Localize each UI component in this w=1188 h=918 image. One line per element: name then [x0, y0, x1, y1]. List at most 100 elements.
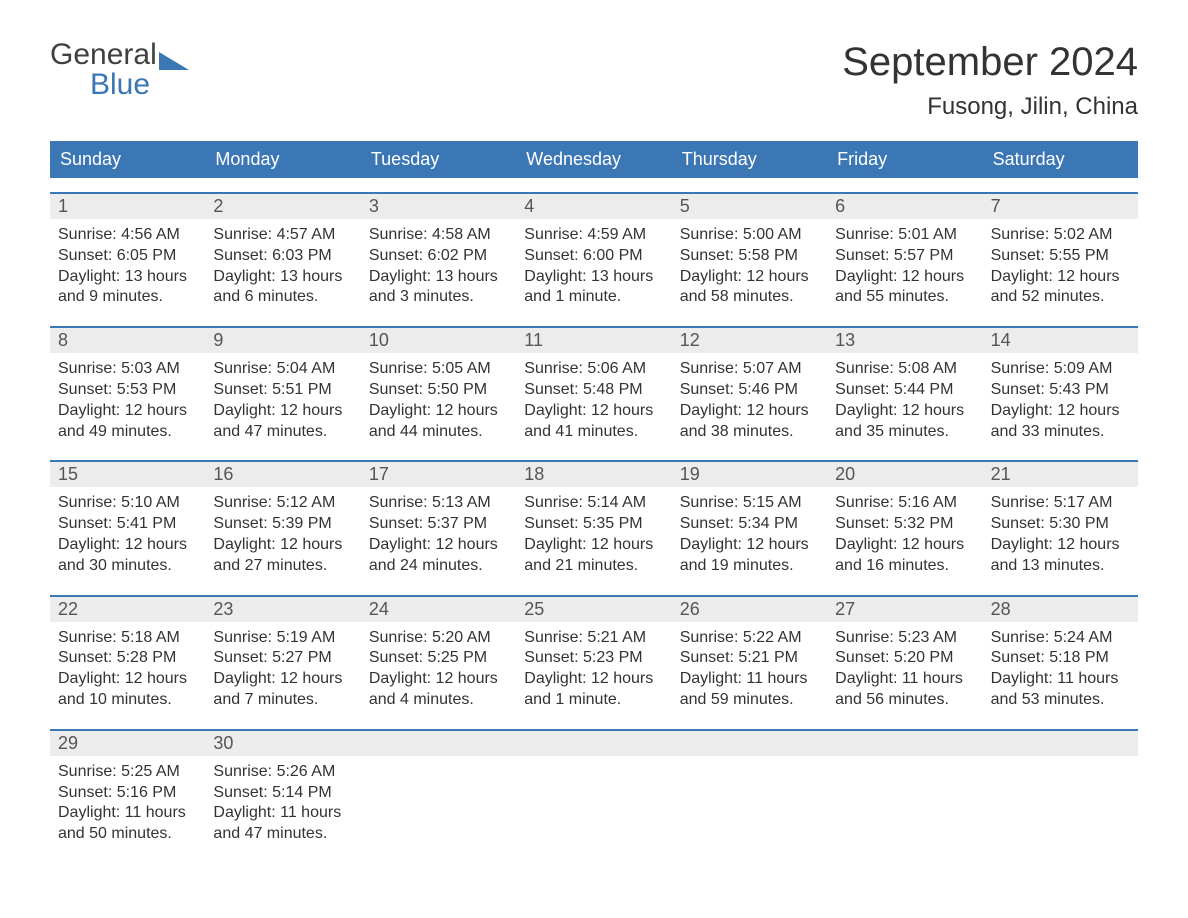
day-daylight2: and 9 minutes. — [58, 287, 197, 308]
day-number: . — [827, 729, 982, 756]
day-cell: 26Sunrise: 5:22 AMSunset: 5:21 PMDayligh… — [672, 595, 827, 715]
day-cell: 2Sunrise: 4:57 AMSunset: 6:03 PMDaylight… — [205, 192, 360, 312]
day-cell: 25Sunrise: 5:21 AMSunset: 5:23 PMDayligh… — [516, 595, 671, 715]
day-sunrise: Sunrise: 5:14 AM — [524, 493, 663, 514]
day-daylight1: Daylight: 13 hours — [213, 267, 352, 288]
day-content: Sunrise: 5:24 AMSunset: 5:18 PMDaylight:… — [983, 622, 1138, 715]
day-sunrise: Sunrise: 5:03 AM — [58, 359, 197, 380]
day-cell: 19Sunrise: 5:15 AMSunset: 5:34 PMDayligh… — [672, 460, 827, 580]
day-cell: 10Sunrise: 5:05 AMSunset: 5:50 PMDayligh… — [361, 326, 516, 446]
day-sunrise: Sunrise: 5:25 AM — [58, 762, 197, 783]
day-number: . — [516, 729, 671, 756]
day-content: Sunrise: 4:56 AMSunset: 6:05 PMDaylight:… — [50, 219, 205, 312]
day-daylight1: Daylight: 12 hours — [835, 401, 974, 422]
day-sunset: Sunset: 5:27 PM — [213, 648, 352, 669]
day-sunrise: Sunrise: 5:06 AM — [524, 359, 663, 380]
day-content: Sunrise: 5:25 AMSunset: 5:16 PMDaylight:… — [50, 756, 205, 849]
day-sunset: Sunset: 6:05 PM — [58, 246, 197, 267]
day-sunset: Sunset: 5:58 PM — [680, 246, 819, 267]
day-sunset: Sunset: 5:39 PM — [213, 514, 352, 535]
day-daylight2: and 47 minutes. — [213, 422, 352, 443]
day-daylight1: Daylight: 12 hours — [991, 535, 1130, 556]
day-number: 18 — [516, 460, 671, 487]
weekday-header-row: SundayMondayTuesdayWednesdayThursdayFrid… — [50, 141, 1138, 178]
day-number: 6 — [827, 192, 982, 219]
day-cell: 27Sunrise: 5:23 AMSunset: 5:20 PMDayligh… — [827, 595, 982, 715]
day-daylight2: and 10 minutes. — [58, 690, 197, 711]
day-content — [672, 756, 827, 766]
weekday-header-sunday: Sunday — [50, 141, 205, 178]
day-cell: 5 Sunrise: 5:00 AMSunset: 5:58 PMDaylight… — [672, 192, 827, 312]
day-content — [983, 756, 1138, 766]
day-sunrise: Sunrise: 5:26 AM — [213, 762, 352, 783]
day-number: 15 — [50, 460, 205, 487]
week-row: 29Sunrise: 5:25 AMSunset: 5:16 PMDayligh… — [50, 729, 1138, 849]
day-sunrise: Sunrise: 5:01 AM — [835, 225, 974, 246]
day-daylight1: Daylight: 11 hours — [213, 803, 352, 824]
day-number: 24 — [361, 595, 516, 622]
day-daylight1: Daylight: 13 hours — [58, 267, 197, 288]
day-number: . — [983, 729, 1138, 756]
day-daylight1: Daylight: 12 hours — [58, 669, 197, 690]
day-daylight1: Daylight: 12 hours — [213, 401, 352, 422]
day-number: 2 — [205, 192, 360, 219]
day-cell: 18Sunrise: 5:14 AMSunset: 5:35 PMDayligh… — [516, 460, 671, 580]
day-sunset: Sunset: 5:25 PM — [369, 648, 508, 669]
day-cell: 16Sunrise: 5:12 AMSunset: 5:39 PMDayligh… — [205, 460, 360, 580]
day-sunrise: Sunrise: 5:20 AM — [369, 628, 508, 649]
day-sunrise: Sunrise: 5:23 AM — [835, 628, 974, 649]
day-number: 21 — [983, 460, 1138, 487]
day-number: 22 — [50, 595, 205, 622]
day-sunrise: Sunrise: 5:21 AM — [524, 628, 663, 649]
day-daylight2: and 59 minutes. — [680, 690, 819, 711]
day-content: Sunrise: 5:03 AMSunset: 5:53 PMDaylight:… — [50, 353, 205, 446]
day-cell: . — [361, 729, 516, 849]
weekday-header-monday: Monday — [205, 141, 360, 178]
day-sunrise: Sunrise: 5:19 AM — [213, 628, 352, 649]
day-cell: . — [672, 729, 827, 849]
day-content: Sunrise: 5:20 AMSunset: 5:25 PMDaylight:… — [361, 622, 516, 715]
day-number: . — [672, 729, 827, 756]
day-daylight1: Daylight: 12 hours — [991, 267, 1130, 288]
day-daylight2: and 56 minutes. — [835, 690, 974, 711]
day-daylight1: Daylight: 12 hours — [680, 267, 819, 288]
day-sunrise: Sunrise: 4:56 AM — [58, 225, 197, 246]
day-sunrise: Sunrise: 5:13 AM — [369, 493, 508, 514]
day-daylight2: and 58 minutes. — [680, 287, 819, 308]
day-sunset: Sunset: 5:51 PM — [213, 380, 352, 401]
day-sunrise: Sunrise: 5:00 AM — [680, 225, 819, 246]
day-content: Sunrise: 5:13 AMSunset: 5:37 PMDaylight:… — [361, 487, 516, 580]
day-content — [516, 756, 671, 766]
location-label: Fusong, Jilin, China — [842, 93, 1138, 121]
day-content: Sunrise: 5:06 AMSunset: 5:48 PMDaylight:… — [516, 353, 671, 446]
day-cell: 9Sunrise: 5:04 AMSunset: 5:51 PMDaylight… — [205, 326, 360, 446]
day-content: Sunrise: 5:15 AMSunset: 5:34 PMDaylight:… — [672, 487, 827, 580]
day-number: 28 — [983, 595, 1138, 622]
day-daylight1: Daylight: 11 hours — [835, 669, 974, 690]
day-daylight1: Daylight: 12 hours — [213, 669, 352, 690]
day-sunset: Sunset: 5:23 PM — [524, 648, 663, 669]
day-sunset: Sunset: 5:57 PM — [835, 246, 974, 267]
day-sunset: Sunset: 5:53 PM — [58, 380, 197, 401]
day-sunrise: Sunrise: 5:09 AM — [991, 359, 1130, 380]
header: General Blue September 2024 Fusong, Jili… — [50, 40, 1138, 121]
day-cell: 21Sunrise: 5:17 AMSunset: 5:30 PMDayligh… — [983, 460, 1138, 580]
day-daylight2: and 35 minutes. — [835, 422, 974, 443]
day-daylight1: Daylight: 12 hours — [58, 401, 197, 422]
week-row: 22Sunrise: 5:18 AMSunset: 5:28 PMDayligh… — [50, 595, 1138, 715]
day-sunset: Sunset: 5:46 PM — [680, 380, 819, 401]
weekday-header-thursday: Thursday — [672, 141, 827, 178]
day-daylight1: Daylight: 12 hours — [524, 669, 663, 690]
day-sunrise: Sunrise: 5:05 AM — [369, 359, 508, 380]
day-sunset: Sunset: 5:14 PM — [213, 783, 352, 804]
day-number: 3 — [361, 192, 516, 219]
day-number: 14 — [983, 326, 1138, 353]
day-number: 5 — [672, 192, 827, 219]
day-daylight2: and 30 minutes. — [58, 556, 197, 577]
day-sunset: Sunset: 5:21 PM — [680, 648, 819, 669]
day-content: Sunrise: 5:22 AMSunset: 5:21 PMDaylight:… — [672, 622, 827, 715]
day-number: 11 — [516, 326, 671, 353]
week-row: 15Sunrise: 5:10 AMSunset: 5:41 PMDayligh… — [50, 460, 1138, 580]
day-daylight2: and 49 minutes. — [58, 422, 197, 443]
day-cell: 6Sunrise: 5:01 AMSunset: 5:57 PMDaylight… — [827, 192, 982, 312]
